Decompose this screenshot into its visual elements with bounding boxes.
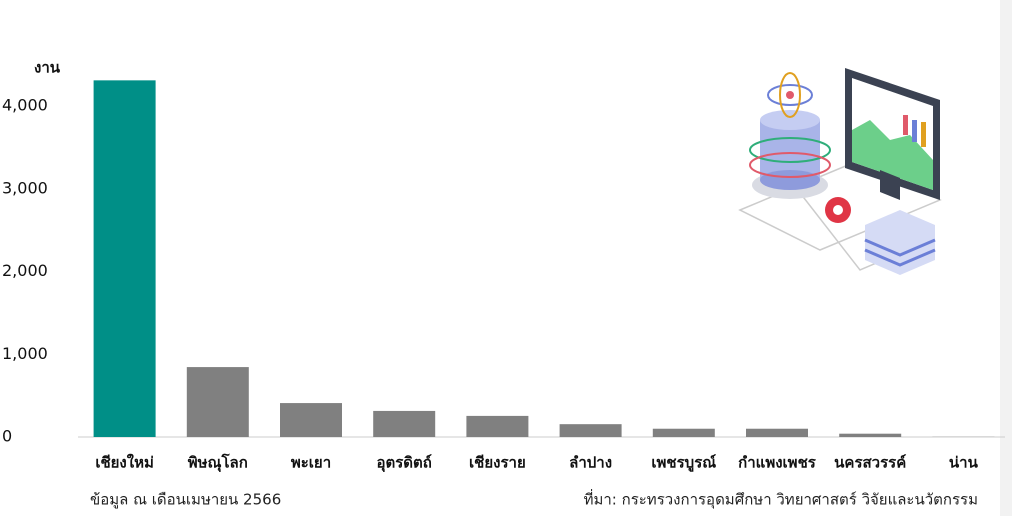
side-strip [1000, 0, 1012, 516]
x-tick-label: เชียงราย [469, 454, 526, 472]
bar [559, 424, 622, 437]
x-tick-label: กำแพงเพชร [738, 454, 817, 472]
bar [746, 428, 808, 437]
x-tick-label: พะเยา [291, 454, 331, 472]
x-tick-label: เชียงใหม่ [95, 454, 154, 472]
x-tick-label: น่าน [949, 454, 979, 472]
source-note: ที่มา: กระทรวงการอุดมศึกษา วิทยาศาสตร์ ว… [584, 489, 978, 510]
y-tick-label: 4,000 [2, 96, 48, 115]
x-tick-label: เพชรบูรณ์ [651, 454, 716, 473]
x-tick-label: ลำปาง [569, 454, 612, 472]
bar [839, 433, 902, 437]
y-axis-label: งาน [34, 59, 61, 77]
bar [466, 415, 529, 437]
y-tick-label: 0 [2, 427, 12, 446]
bar [186, 367, 249, 437]
x-tick-label: อุตรดิตถ์ [377, 454, 432, 473]
data-note: ข้อมูล ณ เดือนเมษายน 2566 [90, 491, 281, 509]
y-tick-label: 1,000 [2, 344, 48, 363]
bar [373, 410, 436, 437]
y-tick-label: 3,000 [2, 178, 48, 197]
bar [652, 428, 715, 437]
y-tick-label: 2,000 [2, 261, 48, 280]
bar [93, 80, 156, 437]
bar [280, 403, 342, 437]
x-tick-label: พิษณุโลก [188, 453, 248, 473]
illustration [738, 68, 942, 275]
x-tick-label: นครสวรรค์ [834, 454, 906, 472]
